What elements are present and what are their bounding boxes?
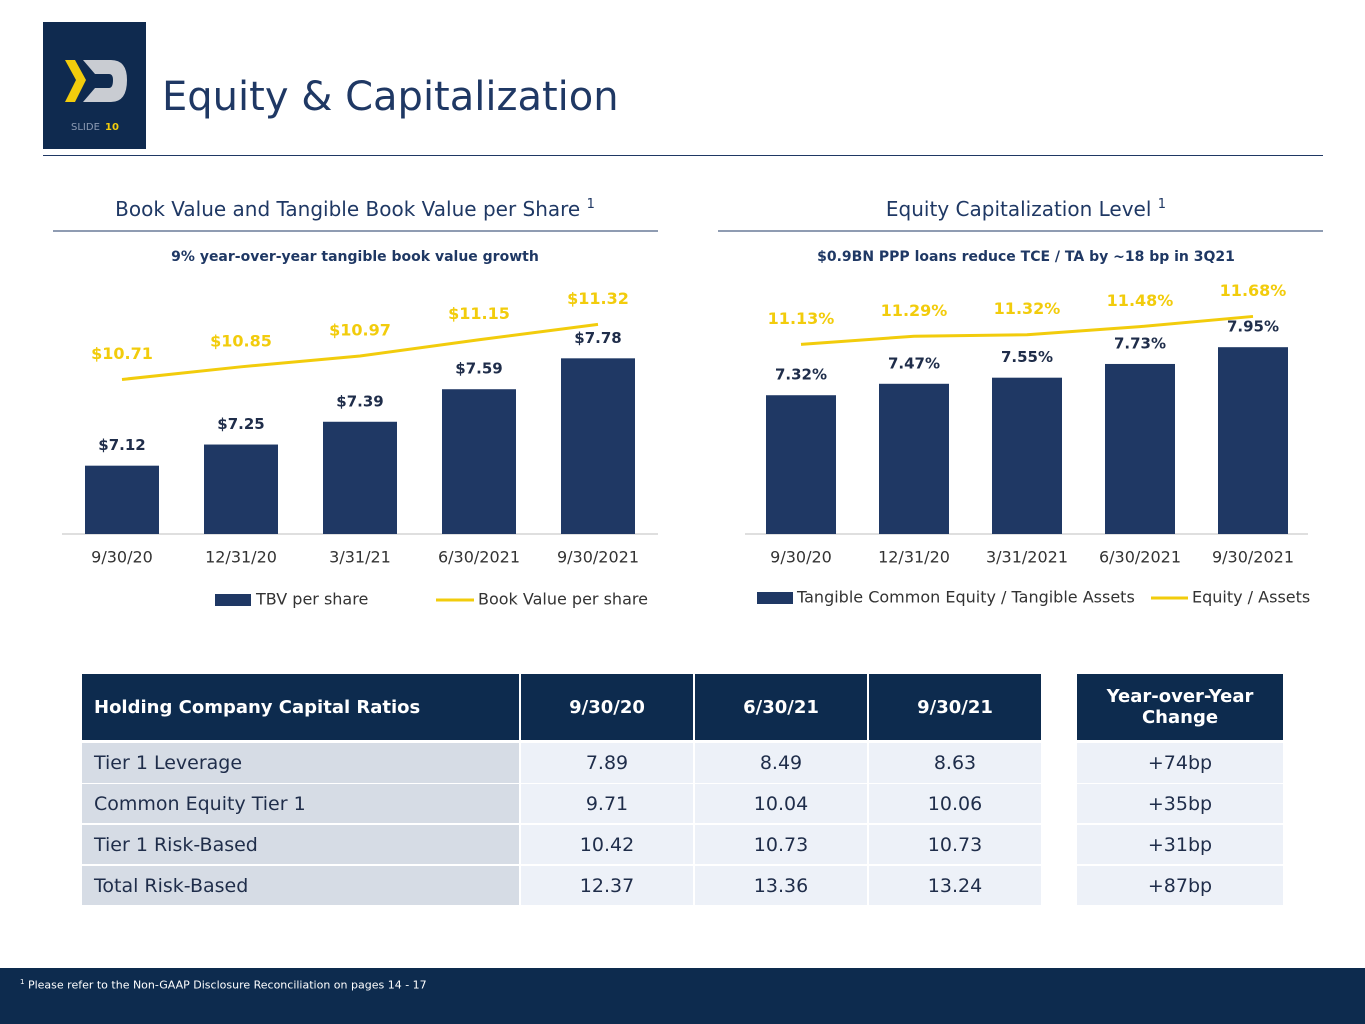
bar: [442, 389, 516, 534]
bar-value-label: 7.95%: [1227, 318, 1279, 336]
chart-title: Equity Capitalization Level 1: [886, 197, 1166, 221]
line-value-label: $11.15: [448, 304, 510, 323]
table-cell: +87bp: [1077, 866, 1283, 905]
table-cell: +35bp: [1077, 784, 1283, 823]
table-cell: 9.71: [521, 784, 693, 823]
table-cell: 10.42: [521, 825, 693, 864]
legend-swatch: [215, 594, 251, 606]
line: [800, 314, 1254, 346]
bar-value-label: $7.78: [574, 329, 621, 347]
bar-value-label: $7.39: [336, 392, 383, 410]
column-header: 6/30/21: [695, 674, 867, 740]
line-value-label: $10.71: [91, 344, 153, 363]
x-tick-label: 9/30/2021: [557, 548, 639, 567]
footnote-mark: 1: [20, 978, 25, 986]
chart-subtitle: 9% year-over-year tangible book value gr…: [171, 249, 539, 265]
bar: [766, 395, 836, 534]
legend-label: Tangible Common Equity / Tangible Assets: [796, 588, 1135, 607]
x-tick-label: 9/30/20: [91, 548, 153, 567]
line-value-label: 11.48%: [1107, 291, 1174, 310]
x-tick-label: 6/30/2021: [1099, 548, 1181, 567]
logo: SLIDE 10: [43, 22, 146, 149]
table-cell: 10.73: [869, 825, 1041, 864]
column-header: Holding Company Capital Ratios: [82, 674, 519, 740]
slide-title: Equity & Capitalization: [162, 74, 619, 120]
table-cell: +31bp: [1077, 825, 1283, 864]
chart-title-text: Book Value and Tangible Book Value per S…: [115, 197, 580, 221]
table-cell: 8.49: [695, 743, 867, 783]
charts: Book Value and Tangible Book Value per S…: [53, 197, 1323, 609]
bar: [879, 383, 949, 534]
line-value-label: 11.32%: [994, 299, 1061, 318]
bar-value-label: $7.25: [217, 415, 264, 433]
line-value-label: 11.68%: [1220, 281, 1287, 300]
chart-title-text: Equity Capitalization Level: [886, 197, 1152, 221]
column-header: Year-over-Year Change: [1077, 674, 1283, 740]
legend-swatch: [757, 592, 793, 604]
x-tick-label: 3/31/21: [329, 548, 391, 567]
line-value-label: $11.32: [567, 289, 629, 308]
table-cell: 7.89: [521, 743, 693, 783]
x-tick-label: 12/31/20: [878, 548, 950, 567]
table-cell: 10.04: [695, 784, 867, 823]
table-cell: 13.36: [695, 866, 867, 905]
footer: 1 Please refer to the Non-GAAP Disclosur…: [0, 968, 1365, 1024]
bar-value-label: $7.12: [98, 436, 145, 454]
x-tick-label: 12/31/20: [205, 548, 277, 567]
footnote: 1 Please refer to the Non-GAAP Disclosur…: [20, 978, 427, 992]
bar-value-label: 7.47%: [888, 354, 940, 372]
legend-label: TBV per share: [255, 590, 368, 609]
line-value-label: $10.97: [329, 320, 391, 339]
line-value-label: $10.85: [210, 331, 272, 350]
table-cell: 13.24: [869, 866, 1041, 905]
column-header: 9/30/20: [521, 674, 693, 740]
bar: [561, 358, 635, 534]
line: [121, 322, 599, 381]
x-tick-label: 6/30/2021: [438, 548, 520, 567]
bar-value-label: $7.59: [455, 360, 502, 378]
bar: [1105, 363, 1175, 534]
chart-subtitle: $0.9BN PPP loans reduce TCE / TA by ~18 …: [817, 249, 1235, 265]
bar: [1218, 347, 1288, 534]
bar: [204, 444, 278, 534]
divider: [43, 155, 1323, 156]
table-cell: Tier 1 Risk-Based: [82, 825, 519, 864]
table-cell: Common Equity Tier 1: [82, 784, 519, 823]
column-header: 9/30/21: [869, 674, 1041, 740]
table-cell: +74bp: [1077, 743, 1283, 783]
bar: [323, 421, 397, 534]
table-cell: 8.63: [869, 743, 1041, 783]
bar-value-label: 7.55%: [1001, 348, 1053, 366]
table-cell: 10.73: [695, 825, 867, 864]
bar-value-label: 7.32%: [775, 366, 827, 384]
table-cell: 12.37: [521, 866, 693, 905]
footnote-text: Please refer to the Non-GAAP Disclosure …: [27, 978, 427, 992]
table-cell: Tier 1 Leverage: [82, 743, 519, 783]
legend-label: Equity / Assets: [1192, 588, 1310, 607]
table-cell: 10.06: [869, 784, 1041, 823]
legend-label: Book Value per share: [478, 590, 648, 609]
title-note: 1: [1158, 197, 1166, 212]
line-value-label: 11.13%: [768, 309, 835, 328]
table-cell: Total Risk-Based: [82, 866, 519, 905]
title-note: 1: [587, 197, 595, 212]
bar: [992, 377, 1062, 534]
x-tick-label: 3/31/2021: [986, 548, 1068, 567]
slide-number: 10: [105, 122, 119, 133]
x-tick-label: 9/30/2021: [1212, 548, 1294, 567]
bar-value-label: 7.73%: [1114, 334, 1166, 352]
logo-label: SLIDE: [71, 122, 100, 133]
line-value-label: 11.29%: [881, 301, 948, 320]
chart-title: Book Value and Tangible Book Value per S…: [115, 197, 595, 221]
x-tick-label: 9/30/20: [770, 548, 832, 567]
bar: [85, 465, 159, 534]
